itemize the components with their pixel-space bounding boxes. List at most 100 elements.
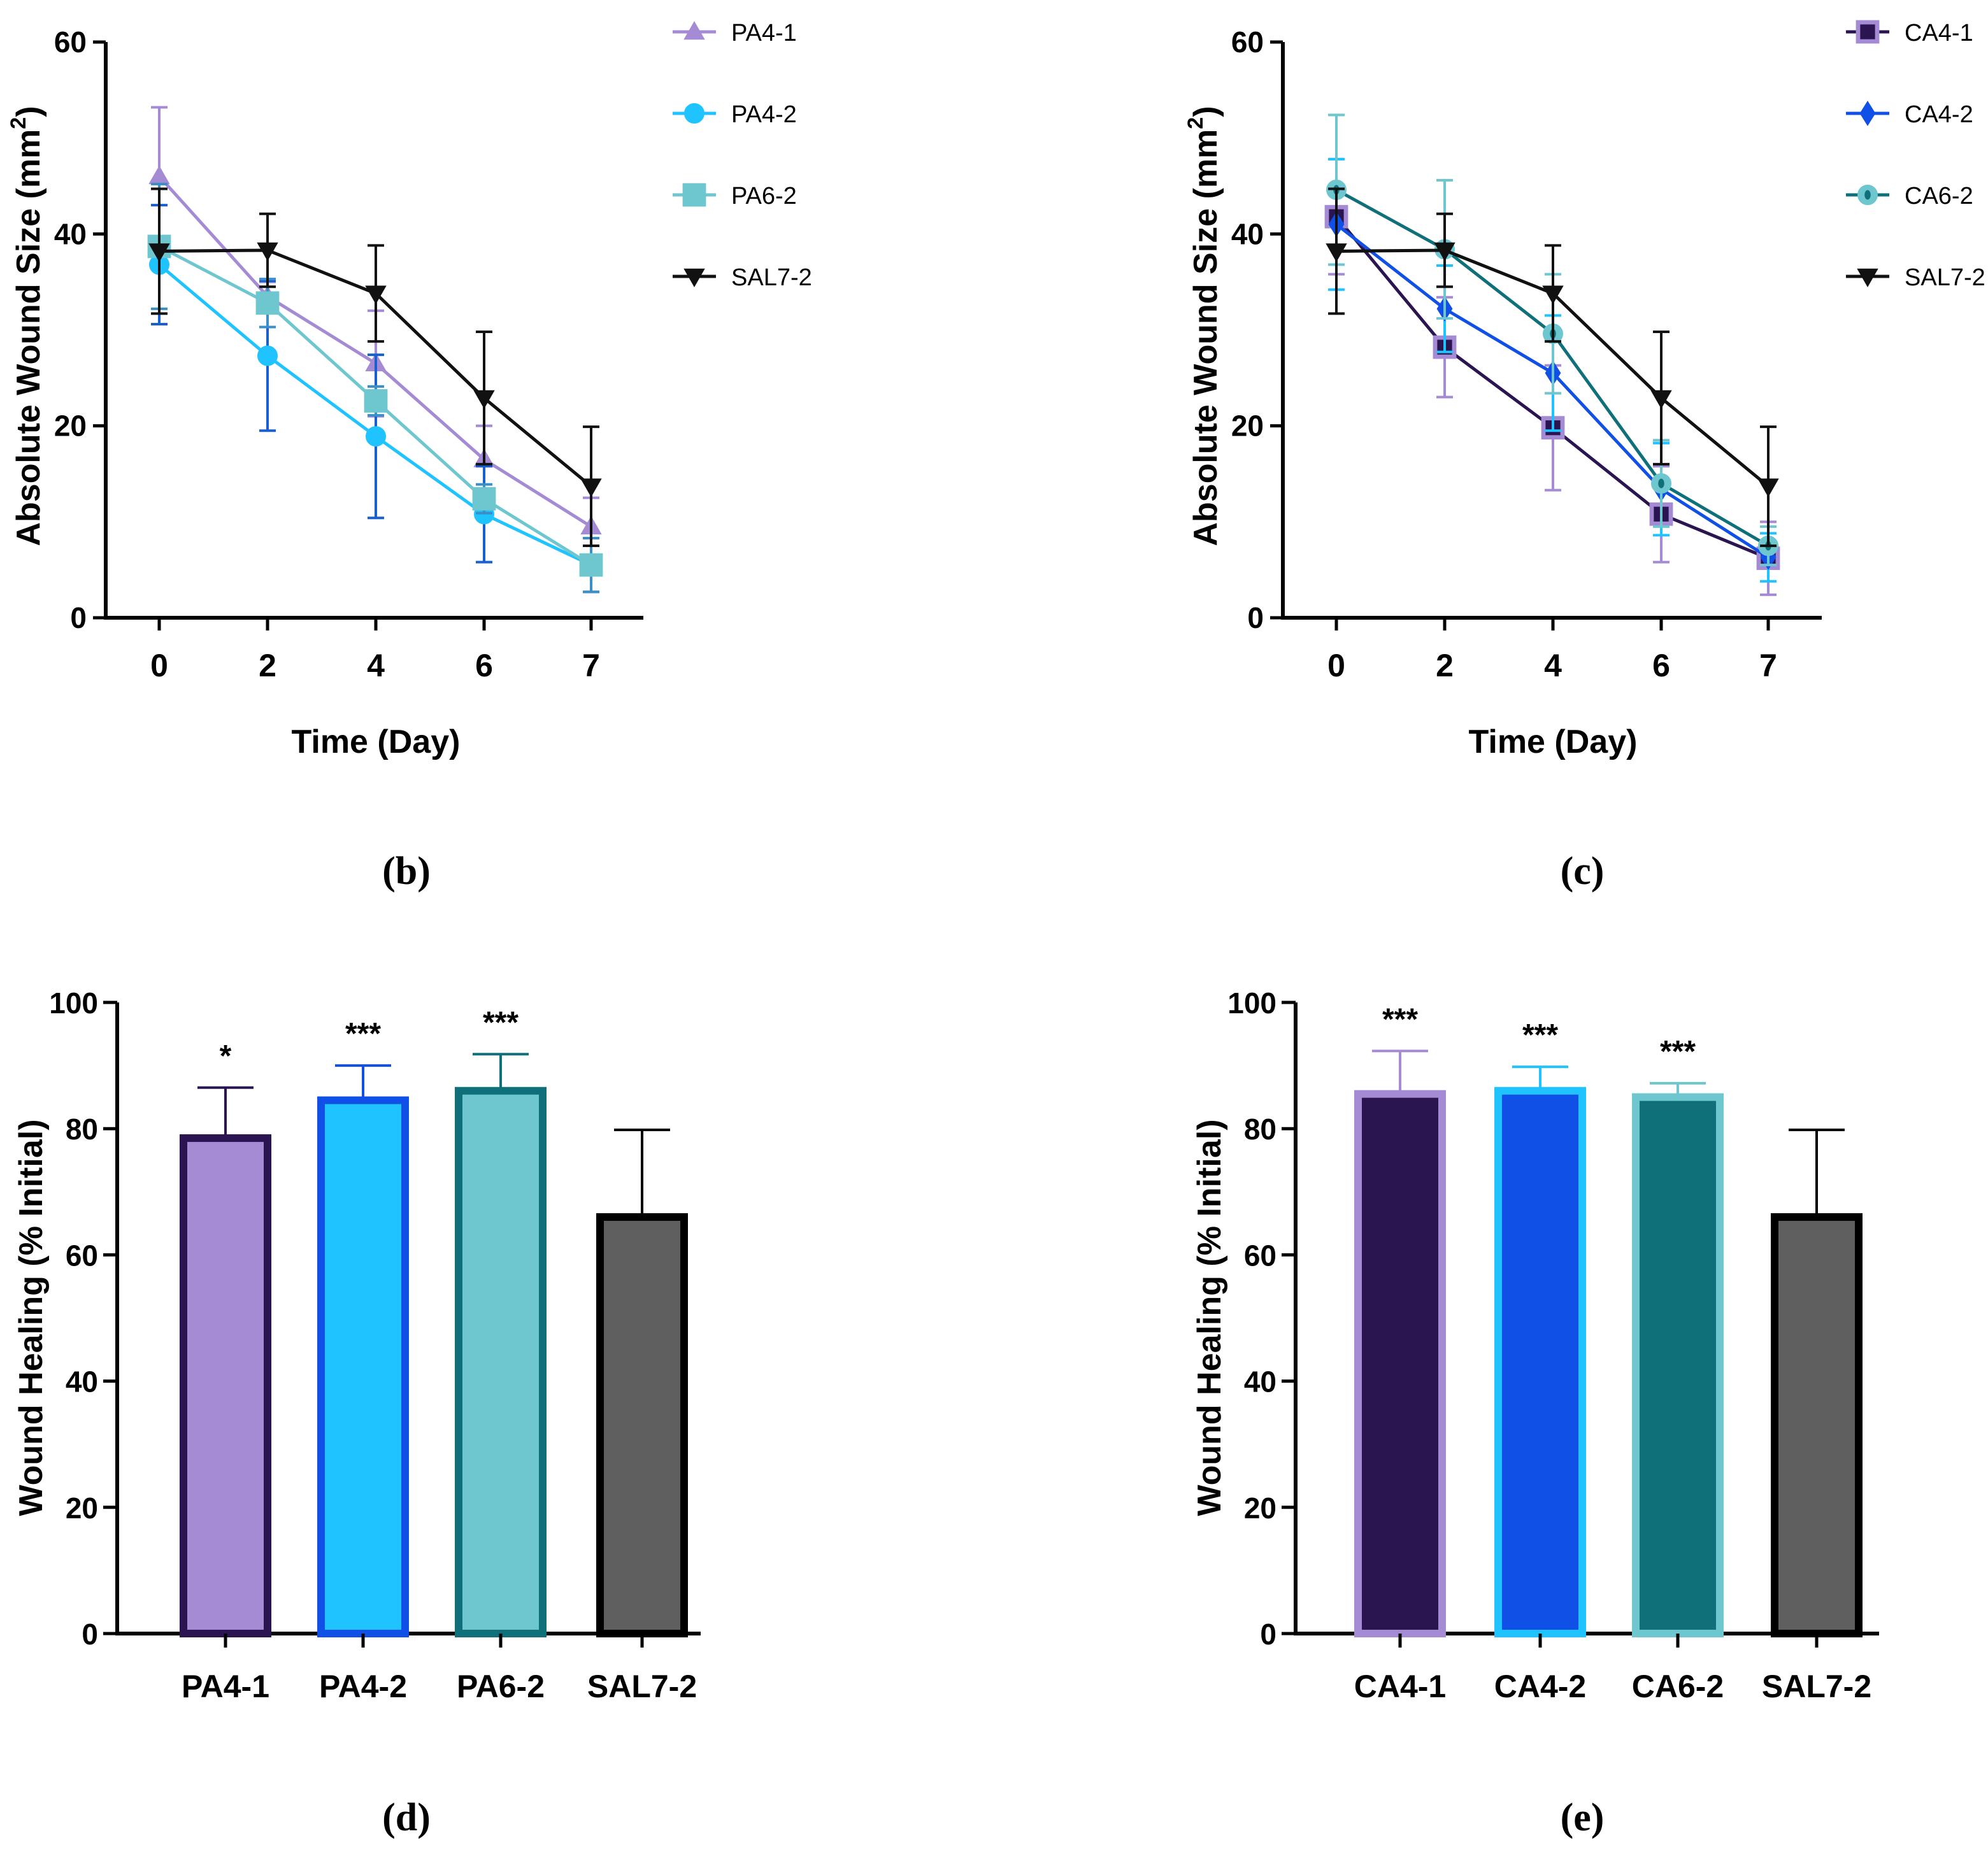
legend-item-ca6-2: CA6-2 [1846, 183, 1973, 210]
legend-label: PA4-2 [731, 101, 797, 128]
data-point [148, 243, 170, 262]
data-point [257, 242, 278, 261]
bar-ca4-1 [1354, 1090, 1446, 1637]
data-point [366, 426, 386, 447]
data-point [473, 390, 495, 409]
data-point [1757, 478, 1779, 497]
x-tick-label: CA4-1 [1354, 1669, 1446, 1704]
bar-ca4-2 [1494, 1086, 1586, 1637]
x-tick-label: 0 [1327, 648, 1345, 683]
y-tick-label: 20 [66, 1492, 98, 1525]
y-axis-title: Absolute Wound Size (mm2) [1184, 106, 1224, 546]
x-tick-label: PA4-1 [182, 1669, 269, 1704]
legend-item-sal7-2: SAL7-2 [673, 264, 812, 291]
legend-label: CA4-2 [1905, 101, 1973, 128]
panel-c-line-chart: 0 20 40 60 0 2 4 6 7 Time (Day) Absolute Wound Siz… [1184, 20, 1985, 760]
data-point [255, 291, 280, 315]
x-tick-label: 2 [1436, 648, 1454, 683]
legend-marker [684, 103, 704, 124]
x-axis-title: Time (Day) [292, 723, 461, 760]
y-tick-label: 0 [82, 1618, 98, 1651]
panel-e-bar-chart: 0 20 40 60 80 100 Wound Healing (% Initial) CA4… [1191, 987, 1879, 1704]
y-axis-title: Absolute Wound Size (mm2) [6, 106, 47, 546]
y-tick-label: 0 [1247, 601, 1264, 634]
y-tick-label: 100 [1227, 987, 1276, 1020]
legend-item-pa4-1: PA4-1 [673, 20, 797, 46]
y-tick-label: 40 [1244, 1365, 1276, 1399]
significance-marker: *** [1382, 1002, 1418, 1036]
y-tick-label: 40 [66, 1365, 98, 1399]
x-tick-label: CA6-2 [1632, 1669, 1724, 1704]
significance-marker: *** [1522, 1018, 1558, 1052]
y-axis-title-main: Absolute Wound Size (mm [10, 129, 47, 546]
x-tick-label: 4 [367, 648, 385, 683]
y-tick-label: 40 [54, 217, 87, 250]
y-axis-title: Wound Healing (% Initial) [1191, 1119, 1228, 1516]
panel-label-e: (e) [1561, 1796, 1605, 1839]
data-point [365, 285, 387, 304]
legend-item-pa6-2: PA6-2 [673, 183, 797, 210]
legend-label: PA6-2 [731, 183, 797, 210]
bar-pa4-1 [180, 1134, 271, 1637]
x-tick-label: PA4-2 [319, 1669, 407, 1704]
bar-sal7-2 [596, 1213, 688, 1637]
legend-item-pa4-2: PA4-2 [673, 101, 797, 128]
y-axis-title-main: Absolute Wound Size (mm [1187, 129, 1224, 546]
legend-marker [683, 268, 705, 288]
y-tick-label: 60 [54, 25, 87, 59]
x-tick-label: SAL7-2 [587, 1669, 697, 1704]
significance-marker: *** [483, 1006, 518, 1039]
legend-item-ca4-2: CA4-2 [1846, 101, 1973, 128]
significance-marker: *** [345, 1017, 381, 1051]
x-tick-label: 0 [150, 648, 168, 683]
data-point [257, 345, 278, 366]
data-point [1434, 242, 1455, 261]
y-tick-label: 20 [1244, 1492, 1276, 1525]
y-tick-label: 100 [49, 987, 98, 1020]
legend-marker [1859, 101, 1876, 126]
x-tick-label: 6 [475, 648, 493, 683]
y-axis-title-sup: 2 [6, 117, 31, 129]
y-tick-label: 80 [66, 1113, 98, 1146]
data-point [1326, 243, 1347, 262]
bar-sal7-2 [1771, 1213, 1863, 1637]
legend-marker [1857, 268, 1878, 288]
x-tick-label: 7 [582, 648, 600, 683]
y-axis-title-close: ) [10, 106, 47, 117]
y-tick-label: 80 [1244, 1113, 1276, 1146]
y-tick-label: 20 [54, 410, 87, 443]
legend-marker [1857, 185, 1878, 205]
y-tick-label: 40 [1231, 217, 1264, 250]
panel-b-line-chart: 0 20 40 60 0 2 4 6 7 Time (Day) Absolute Wound Siz… [6, 20, 812, 760]
legend-label: SAL7-2 [1905, 264, 1985, 291]
bar-pa4-2 [317, 1096, 409, 1637]
bar-pa6-2 [455, 1086, 547, 1637]
legend-item-ca4-1: CA4-1 [1846, 20, 1973, 46]
y-tick-label: 60 [66, 1239, 98, 1272]
y-tick-label: 60 [1244, 1239, 1276, 1272]
legend-label: PA4-1 [731, 20, 797, 46]
panel-label-b: (b) [382, 850, 431, 893]
x-axis-title: Time (Day) [1469, 723, 1638, 760]
y-axis-title: Wound Healing (% Initial) [13, 1119, 50, 1516]
data-point [472, 487, 496, 511]
legend-label: CA4-1 [1905, 20, 1973, 46]
data-point [580, 478, 602, 497]
significance-marker: *** [1660, 1035, 1696, 1069]
y-tick-label: 0 [1260, 1618, 1276, 1651]
legend-label: CA6-2 [1905, 183, 1973, 210]
series-sal7-2 [148, 187, 602, 547]
data-point [1650, 390, 1672, 409]
series-pa6-2 [147, 182, 603, 594]
y-tick-label: 20 [1231, 410, 1264, 443]
x-tick-label: 2 [259, 648, 276, 683]
x-tick-label: 4 [1544, 648, 1562, 683]
x-tick-label: 6 [1652, 648, 1670, 683]
legend-marker [682, 183, 706, 207]
data-point [148, 165, 170, 185]
legend-marker [683, 20, 705, 40]
panel-d-bar-chart: 0 20 40 60 80 100 Wound Healing (% Initial) PA4… [13, 987, 701, 1704]
y-axis-title-close: ) [1187, 106, 1224, 117]
panel-label-d: (d) [382, 1796, 431, 1839]
